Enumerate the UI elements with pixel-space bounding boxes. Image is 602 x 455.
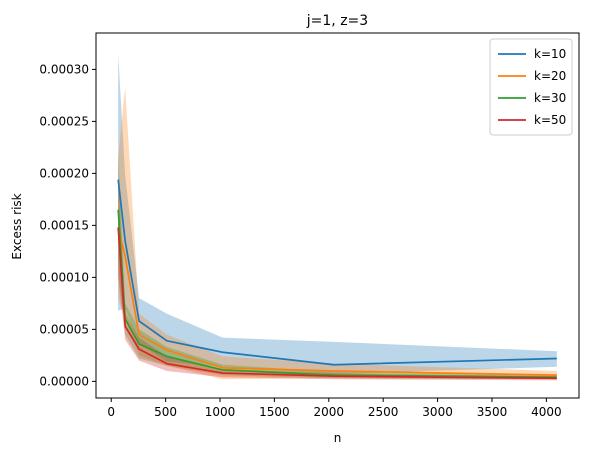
legend-label-1: k=20 (534, 69, 566, 83)
line-series-0 (117, 179, 557, 366)
legend-label-0: k=10 (534, 47, 566, 61)
x-tick-label: 1000 (205, 405, 236, 419)
x-tick-label: 1500 (259, 405, 290, 419)
y-tick-label: 0.00025 (39, 114, 89, 128)
y-axis-label: Excess risk (10, 193, 24, 259)
band-series-1 (118, 87, 557, 380)
legend-box (489, 38, 573, 136)
y-tick-label: 0.00020 (39, 166, 89, 180)
legend-label-3: k=50 (534, 113, 566, 127)
y-tick-label: 0.00010 (39, 270, 89, 284)
confidence-bands (118, 53, 557, 381)
x-axis-label: n (334, 431, 342, 445)
axes: 0 500 1000 1500 2000 2500 3000 3500 4000 0.00000 0… (39, 32, 580, 419)
legend: k=10 k=20 k=30 k=50 (489, 38, 573, 136)
band-series-0 (118, 53, 557, 375)
x-tick-label: 2500 (368, 405, 399, 419)
x-tick-label: 2000 (314, 405, 345, 419)
x-tick-label: 3500 (477, 405, 508, 419)
line-series-1 (117, 227, 557, 376)
y-tick-label: 0.00030 (39, 62, 89, 76)
y-tick-label: 0.00005 (39, 322, 89, 336)
chart-title: j=1, z=3 (306, 13, 368, 29)
x-tick-label: 500 (154, 405, 177, 419)
band-series-3 (118, 178, 557, 381)
plot-frame (95, 32, 580, 399)
band-series-2 (118, 152, 557, 380)
x-tick-label: 3000 (422, 405, 453, 419)
line-series-3 (117, 227, 557, 380)
x-tick-label: 4000 (531, 405, 562, 419)
series-lines (117, 179, 557, 380)
y-tick-label: 0.00000 (39, 374, 89, 388)
x-tick-label: 0 (107, 405, 115, 419)
y-tick-label: 0.00015 (39, 218, 89, 232)
legend-label-2: k=30 (534, 91, 566, 105)
